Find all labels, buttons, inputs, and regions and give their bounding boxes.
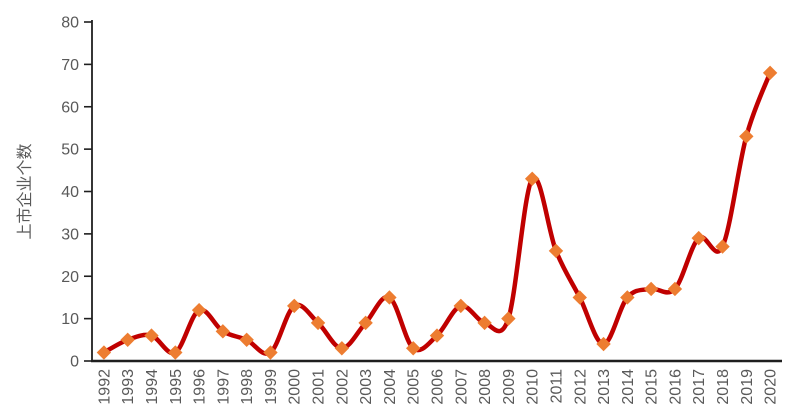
x-tick-label: 2000 <box>287 369 304 405</box>
data-point-2013 <box>596 336 611 352</box>
x-tick-label: 1999 <box>263 369 280 405</box>
data-point-2012 <box>572 290 587 305</box>
y-tick-label: 80 <box>61 15 79 32</box>
x-tick-label: 2011 <box>548 369 565 404</box>
x-tick-label: 2010 <box>525 369 542 405</box>
y-tick-label: 60 <box>61 99 79 116</box>
y-tick-label: 50 <box>61 142 79 159</box>
x-tick-label: 1997 <box>215 369 232 405</box>
y-tick-label: 0 <box>70 354 79 371</box>
x-tick-label: 2003 <box>358 369 375 405</box>
data-point-1995 <box>168 345 183 360</box>
x-tick-label: 1996 <box>192 369 209 405</box>
x-tick-label: 1992 <box>96 369 113 405</box>
data-point-2014 <box>620 290 635 305</box>
y-tick-label: 10 <box>61 311 79 328</box>
y-tick-label: 30 <box>61 226 79 243</box>
x-tick-label: 2016 <box>667 369 684 405</box>
data-point-1992 <box>96 345 112 360</box>
data-point-2006 <box>429 328 445 343</box>
x-tick-label: 1995 <box>168 369 185 405</box>
x-tick-label: 2019 <box>739 369 756 405</box>
x-tick-label: 2012 <box>572 369 589 405</box>
data-point-2020 <box>762 65 778 81</box>
x-tick-label: 2018 <box>715 369 732 405</box>
data-point-2002 <box>334 341 350 356</box>
x-tick-label: 2014 <box>620 369 637 405</box>
x-tick-label: 2006 <box>430 369 447 405</box>
data-point-2018 <box>715 239 730 254</box>
data-point-1994 <box>144 328 159 343</box>
x-tick-label: 2015 <box>644 369 661 405</box>
x-tick-label: 1998 <box>239 369 256 405</box>
data-point-1993 <box>120 332 135 348</box>
data-point-2017 <box>691 230 706 246</box>
data-point-2010 <box>524 171 540 186</box>
x-tick-label: 2017 <box>691 369 708 405</box>
data-point-1996 <box>191 302 207 318</box>
data-point-2004 <box>382 290 397 305</box>
data-point-2008 <box>477 315 492 331</box>
x-tick-label: 2001 <box>311 369 328 405</box>
data-point-1997 <box>215 324 231 339</box>
x-tick-label: 2005 <box>406 369 423 405</box>
data-point-2009 <box>501 311 516 326</box>
x-tick-label: 2008 <box>477 369 494 405</box>
x-tick-label: 2020 <box>763 369 780 405</box>
x-tick-label: 2004 <box>382 369 399 405</box>
x-tick-label: 1993 <box>120 369 137 405</box>
y-axis-title: 上市企业个数 <box>16 143 34 239</box>
data-point-2011 <box>548 243 564 259</box>
data-point-2003 <box>358 315 373 331</box>
y-tick-label: 20 <box>61 269 79 286</box>
x-tick-label: 2009 <box>501 369 518 405</box>
data-point-2007 <box>453 298 468 314</box>
data-point-1999 <box>263 345 278 360</box>
x-tick-label: 2002 <box>334 369 351 405</box>
data-point-1998 <box>239 332 254 348</box>
data-point-2005 <box>406 341 421 356</box>
y-tick-label: 70 <box>61 57 79 74</box>
data-point-2015 <box>643 281 659 297</box>
y-tick-label: 40 <box>61 184 79 201</box>
x-tick-label: 2007 <box>453 369 470 405</box>
x-tick-label: 2013 <box>596 369 613 405</box>
x-tick-label: 1994 <box>144 369 161 405</box>
data-point-2016 <box>667 281 683 297</box>
data-point-2000 <box>287 298 302 314</box>
data-point-2019 <box>739 129 754 144</box>
data-point-2001 <box>310 315 326 331</box>
